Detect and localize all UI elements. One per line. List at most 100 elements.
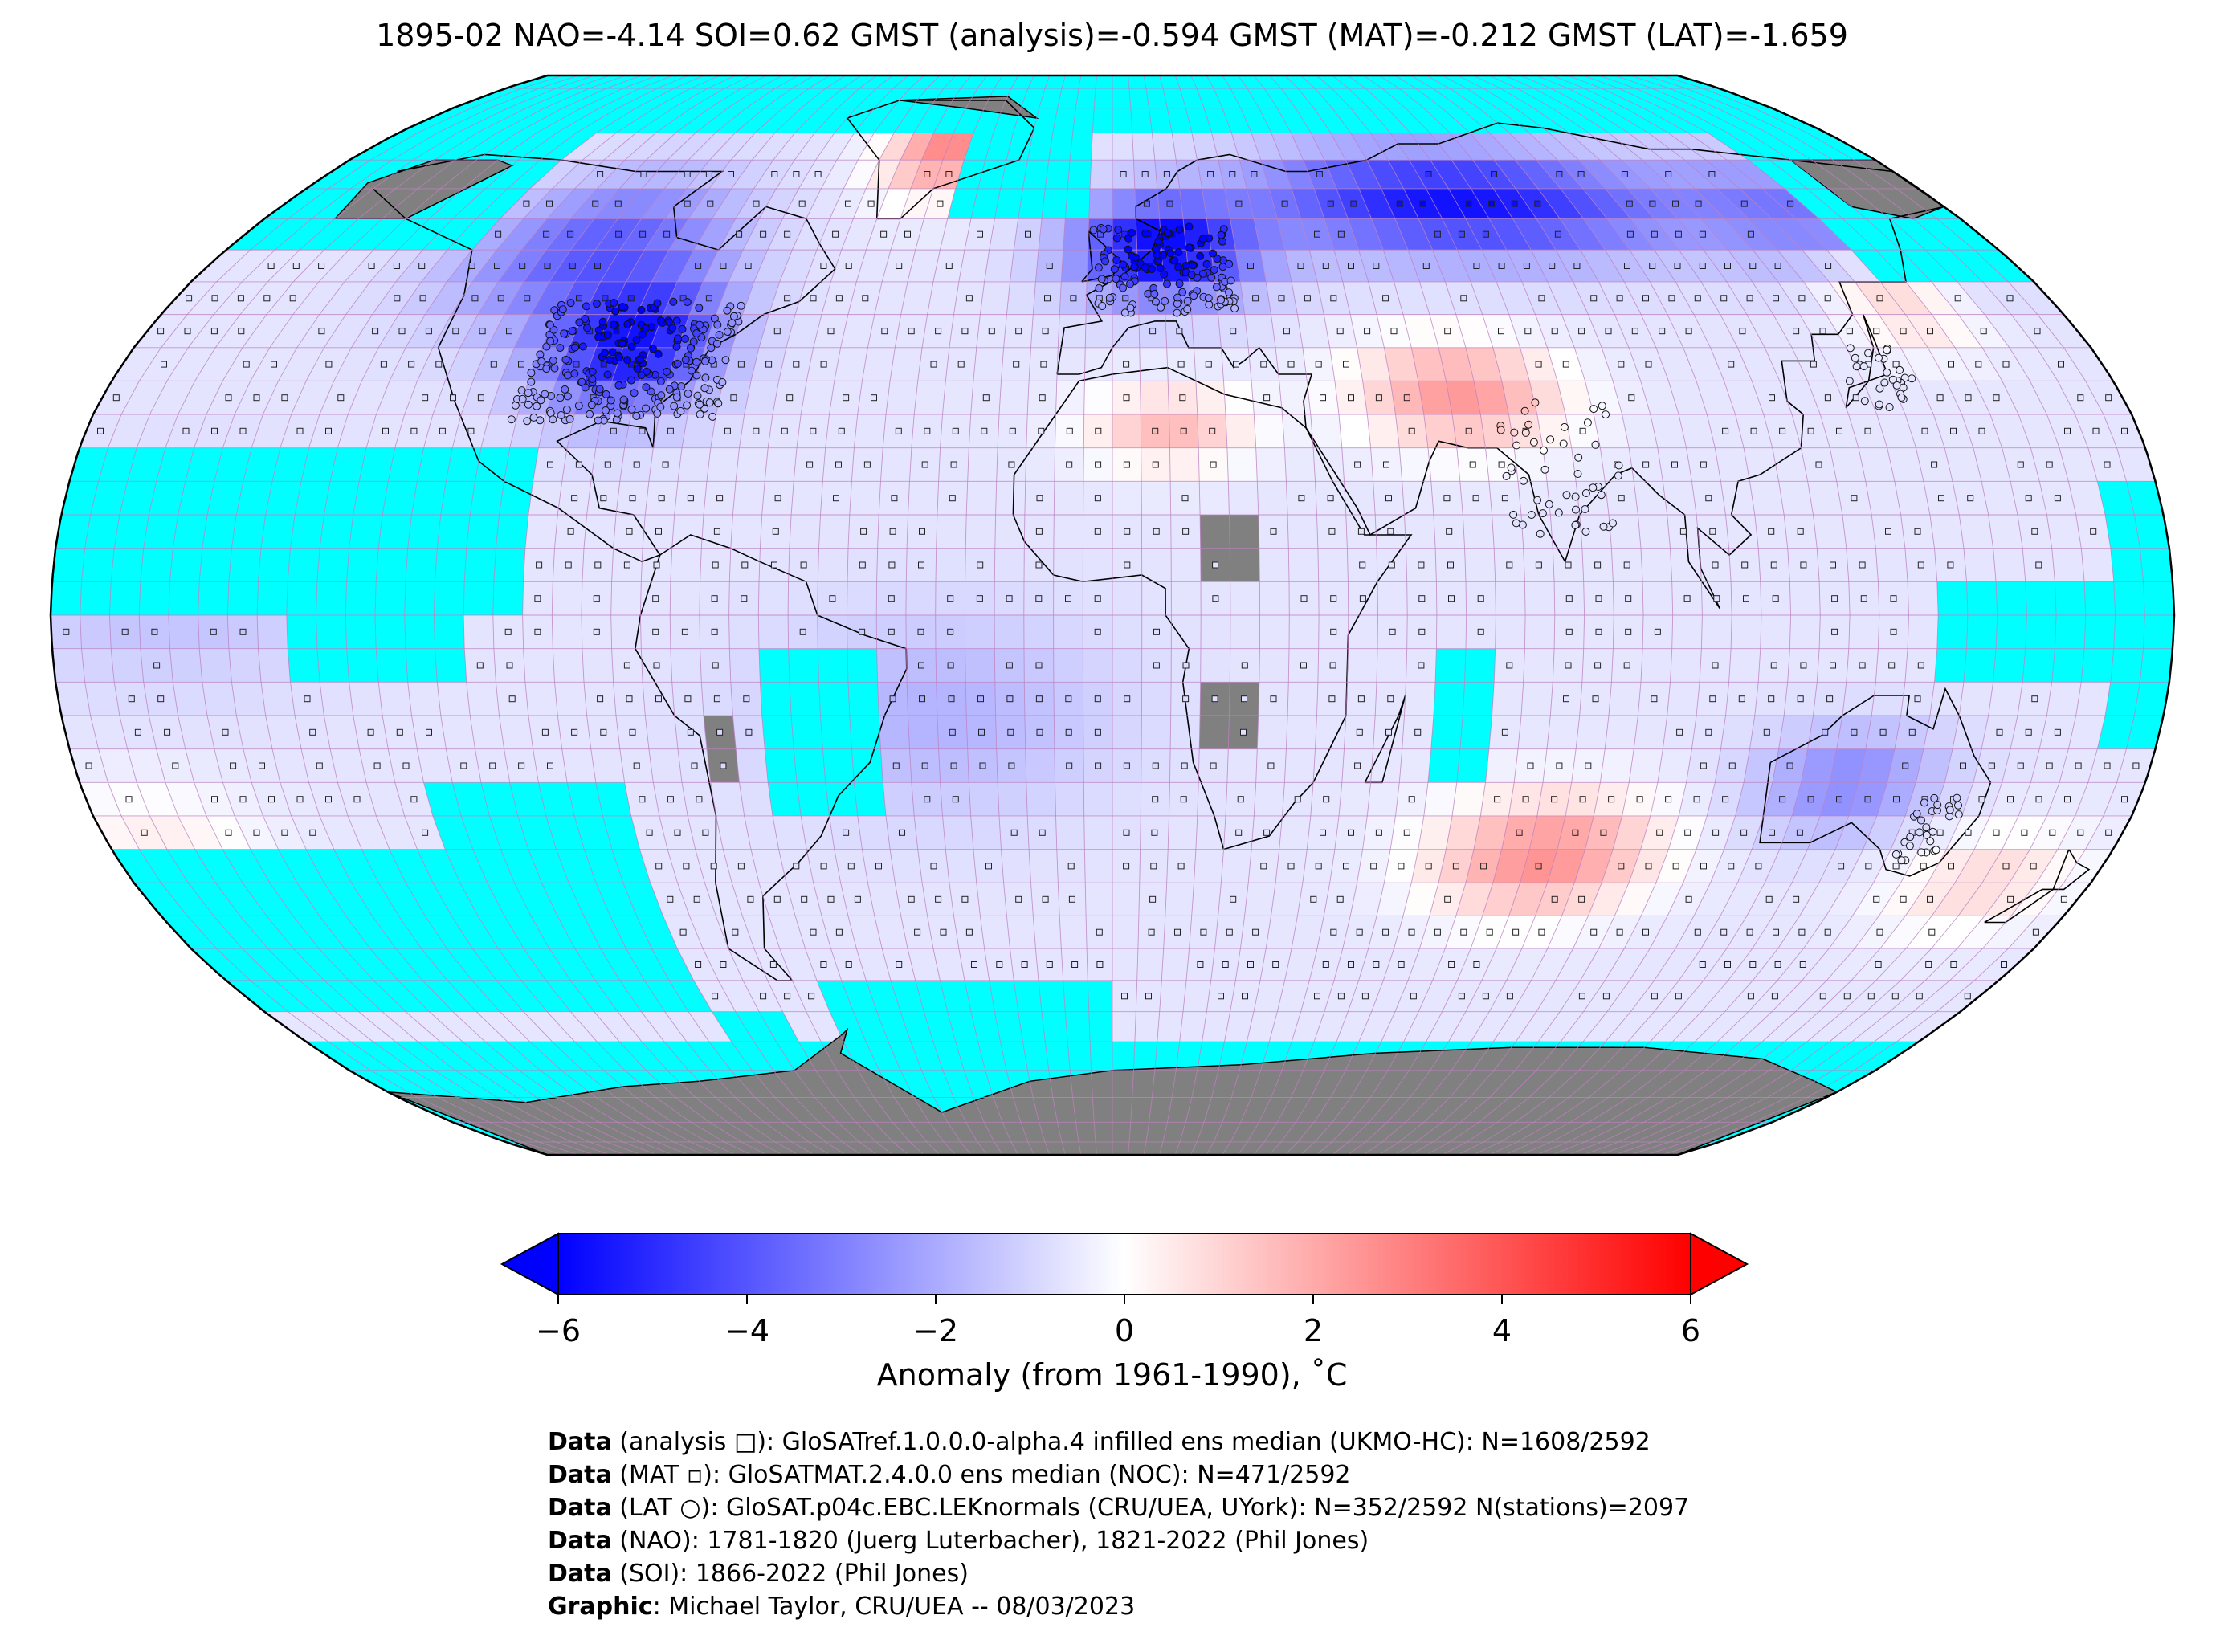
grid-cell <box>437 682 471 716</box>
grid-cell <box>1932 314 1982 348</box>
grid-cell <box>736 447 769 482</box>
analysis-marker <box>760 993 767 1000</box>
grid-cell <box>1426 188 1466 219</box>
grid-cell <box>1957 916 2011 949</box>
grid-cell <box>2008 281 2064 315</box>
grid-cell <box>324 715 360 749</box>
grid-cell <box>1887 447 1924 482</box>
grid-cell <box>2081 548 2114 582</box>
grid-cell <box>1640 648 1672 683</box>
grid-cell <box>178 715 214 749</box>
grid-cell <box>81 648 115 683</box>
grid-cell <box>1059 916 1088 949</box>
grid-cell <box>1053 548 1083 582</box>
grid-cell <box>108 414 150 448</box>
grid-cell <box>1159 980 1186 1012</box>
grid-cell <box>1388 160 1426 189</box>
grid-cell <box>1641 883 1683 916</box>
grid-cell <box>818 548 849 582</box>
grid-cell <box>1292 1011 1324 1042</box>
grid-cell <box>2063 849 2114 883</box>
grid-cell <box>908 715 939 749</box>
grid-cell <box>1254 414 1285 448</box>
analysis-marker <box>784 993 791 1000</box>
grid-cell <box>821 160 859 189</box>
coastline <box>1057 206 1944 610</box>
grid-cell <box>1880 281 1932 315</box>
grid-cell <box>769 916 806 949</box>
grid-cell <box>1672 1011 1725 1042</box>
grid-cell <box>1529 133 1579 161</box>
grid-cell <box>1230 218 1260 251</box>
grid-cell <box>1749 481 1785 516</box>
grid-cell <box>718 980 760 1012</box>
grid-cell <box>651 250 694 282</box>
grid-cell <box>688 1011 732 1042</box>
grid-cell <box>330 748 367 783</box>
grid-cell <box>707 447 740 482</box>
grid-cell <box>1284 748 1316 783</box>
grid-cell <box>1039 218 1066 251</box>
grid-cell <box>265 715 302 749</box>
grid-cell <box>1112 916 1139 949</box>
grid-cell <box>1638 515 1671 549</box>
grid-cell <box>1182 980 1211 1012</box>
grid-cell <box>1894 481 1930 516</box>
grid-cell <box>1339 782 1371 816</box>
grid-cell <box>1778 481 1814 516</box>
grid-cell <box>1829 916 1879 949</box>
grid-cell <box>1609 515 1641 549</box>
grid-cell <box>1430 160 1471 189</box>
grid-cell <box>1139 347 1169 381</box>
grid-cell <box>84 682 120 716</box>
grid-cell <box>935 548 966 582</box>
grid-cell <box>1949 948 2009 981</box>
grid-cell <box>1091 133 1112 161</box>
grid-cell <box>1029 849 1059 883</box>
grid-cell <box>862 347 896 381</box>
grid-cell <box>1737 347 1780 381</box>
grid-cell <box>1542 447 1577 482</box>
grid-cell <box>1141 581 1172 615</box>
grid-cell <box>320 682 353 716</box>
grid-cell <box>976 883 1007 916</box>
credits-block: Data (analysis □): GloSATref.1.0.0.0-alp… <box>548 1426 1689 1623</box>
grid-cell <box>1900 347 1947 381</box>
grid-cell <box>2046 515 2082 549</box>
grid-cell <box>1613 815 1651 850</box>
grid-cell <box>1141 481 1171 516</box>
grid-cell <box>1161 948 1190 981</box>
grid-cell <box>1436 615 1467 649</box>
credit-key: Graphic <box>548 1593 653 1621</box>
grid-cell <box>1701 218 1753 251</box>
grid-cell <box>288 1011 351 1042</box>
grid-cell <box>1418 815 1453 850</box>
grid-cell <box>1226 748 1258 783</box>
grid-cell <box>1582 188 1631 219</box>
grid-cell <box>1629 748 1663 783</box>
grid-cell <box>1801 748 1837 783</box>
grid-cell <box>965 515 996 549</box>
grid-cell <box>645 715 678 749</box>
grid-cell <box>1650 916 1695 949</box>
grid-cell <box>1506 948 1548 981</box>
grid-cell <box>236 715 273 749</box>
grid-cell <box>942 381 973 415</box>
grid-cell <box>998 381 1030 415</box>
grid-cell <box>1257 481 1288 516</box>
grid-cell <box>1244 883 1276 916</box>
grid-cell <box>523 648 555 683</box>
grid-cell <box>1358 1011 1395 1042</box>
grid-cell <box>1394 218 1433 251</box>
grid-cell <box>1740 188 1796 219</box>
colorbar-tick-label: −4 <box>724 1313 769 1348</box>
grid-cell <box>2068 481 2106 516</box>
grid-cell <box>973 347 1004 381</box>
grid-cell <box>984 250 1014 282</box>
grid-cell <box>1495 581 1526 615</box>
credit-line: Data (LAT ○): GloSAT.p04c.EBC.LEKnormals… <box>548 1491 1689 1524</box>
grid-cell <box>1112 715 1142 749</box>
grid-cell <box>945 849 977 883</box>
grid-cell <box>1576 715 1610 749</box>
grid-cell <box>1194 849 1224 883</box>
